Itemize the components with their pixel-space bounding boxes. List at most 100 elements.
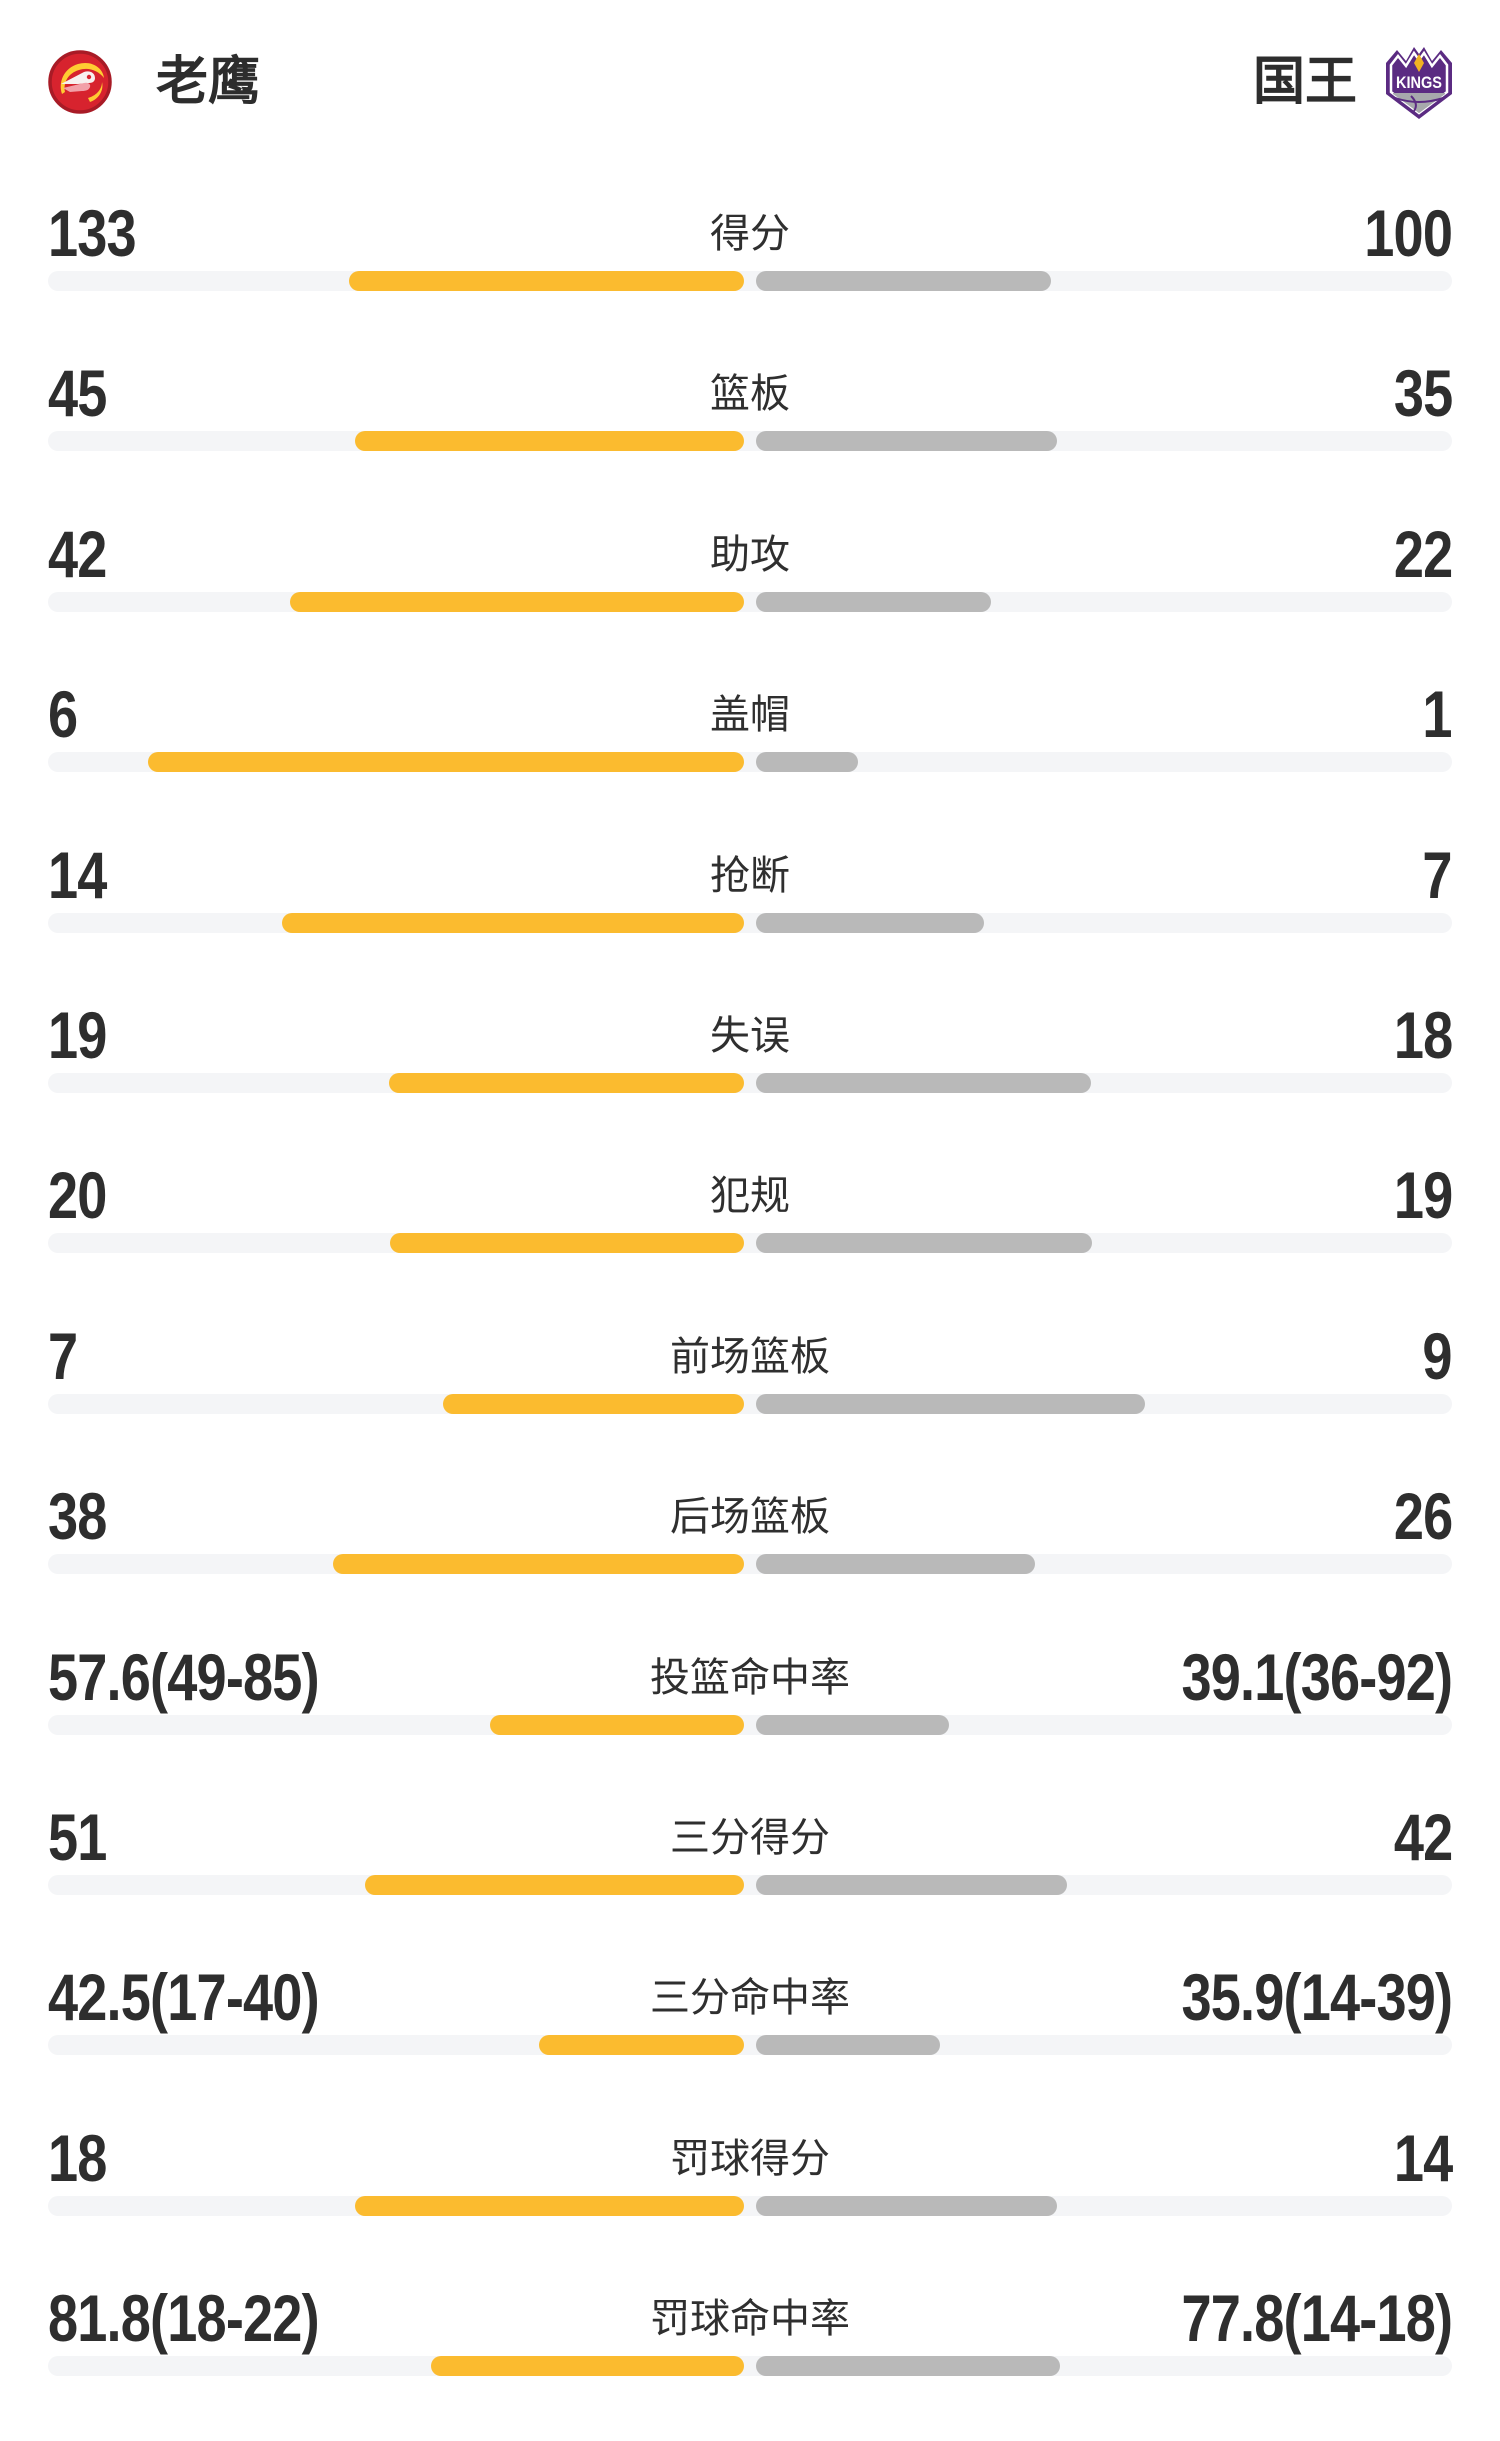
away-stat-bar [756,1714,949,1735]
stat-bar-track [48,2035,1452,2056]
home-stat-bar [389,1233,744,1254]
away-stat-bar [756,1393,1146,1414]
stat-label: 得分 [710,212,790,256]
home-stat-bar [148,752,744,773]
away-stat-bar [756,1072,1092,1093]
stat-row: 20 19 犯规 [0,1158,1500,1318]
away-stat-value: 19 [1393,1158,1452,1233]
stat-label: 罚球得分 [670,2136,830,2181]
stat-row: 18 14 罚球得分 [0,2121,1500,2281]
home-stat-value: 7 [48,1318,78,1393]
stat-bar-track [48,912,1452,933]
stat-row: 19 18 失误 [0,998,1500,1158]
away-stat-bar [756,1874,1068,1895]
away-stat-bar [756,1554,1035,1575]
home-stat-bar [365,1874,744,1895]
away-stat-bar [756,1233,1092,1254]
stat-label: 助攻 [710,532,790,577]
stat-bar-track [48,1393,1452,1414]
kings-logo-icon: KINGS [1386,47,1452,119]
stat-bar-track [48,2195,1452,2216]
stat-row: 45 35 篮板 [0,356,1500,516]
stat-label: 罚球命中率 [650,2297,850,2342]
away-stat-value: 1 [1422,677,1453,752]
away-stat-value: 9 [1422,1318,1453,1393]
away-stat-value: 18 [1393,997,1452,1072]
stat-bar-track [48,1072,1452,1093]
stat-row: 14 7 抢断 [0,838,1500,998]
svg-text:KINGS: KINGS [1396,73,1442,92]
away-stat-bar [756,2356,1061,2377]
stat-row: 42 22 助攻 [0,517,1500,677]
away-stat-bar [756,2035,941,2056]
away-stat-value: 35 [1393,356,1452,431]
away-stat-bar [756,912,984,933]
home-stat-value: 51 [48,1799,107,1874]
stat-label: 前场篮板 [670,1334,830,1379]
away-stat-bar [756,431,1058,452]
stat-label: 三分命中率 [650,1976,850,2021]
home-stat-bar [431,2356,744,2377]
home-team-name: 老鹰 [156,53,261,111]
stat-label: 失误 [710,1013,790,1058]
stat-bar-track [48,1714,1452,1735]
stat-row: 51 42 三分得分 [0,1800,1500,1960]
away-stat-value: 14 [1393,2120,1452,2195]
home-stat-value: 20 [48,1158,107,1233]
away-stat-value: 22 [1393,516,1452,591]
stat-row: 57.6(49-85) 39.1(36-92) 投篮命中率 [0,1640,1500,1800]
home-stat-value: 14 [48,837,107,912]
home-team[interactable]: 老鹰 [48,42,260,122]
stat-label: 盖帽 [710,693,790,738]
home-stat-bar [442,1393,744,1414]
match-stats-header: 老鹰 KINGS 国王 [0,0,1500,196]
away-stat-bar [756,591,992,612]
stat-row: 133 100 得分 [0,196,1500,356]
stat-bar-track [48,2356,1452,2377]
home-stat-bar [490,1714,744,1735]
away-stat-bar [756,2195,1058,2216]
stat-label: 抢断 [710,853,790,898]
stat-bar-track [48,1874,1452,1895]
away-stat-value: 100 [1364,196,1453,270]
stat-bar-track [48,752,1452,773]
stat-label: 三分得分 [670,1815,830,1860]
stat-row: 38 26 后场篮板 [0,1479,1500,1639]
team-stats-comparison: 133 100 得分 45 35 篮板 42 22 助攻 [0,196,1500,2441]
stat-bar-track [48,1233,1452,1254]
away-team-name: 国王 [1252,53,1357,111]
home-stat-value: 18 [48,2120,107,2195]
stat-label: 后场篮板 [670,1495,830,1540]
stat-bar-track [48,271,1452,291]
home-stat-value: 42 [48,516,107,591]
stat-label: 篮板 [710,372,790,417]
home-stat-bar [333,1554,744,1575]
away-stat-bar [756,271,1052,291]
home-stat-value: 42.5(17-40) [48,1960,320,2035]
stat-bar-track [48,431,1452,452]
home-stat-value: 133 [48,196,137,270]
home-stat-value: 57.6(49-85) [48,1639,320,1714]
stat-row: 7 9 前场篮板 [0,1319,1500,1479]
stat-row: 6 1 盖帽 [0,677,1500,837]
stat-bar-track [48,591,1452,612]
home-stat-bar [389,1072,744,1093]
away-stat-value: 7 [1422,837,1453,912]
away-stat-value: 42 [1393,1799,1452,1874]
home-stat-value: 81.8(18-22) [48,2281,320,2356]
away-stat-value: 35.9(14-39) [1181,1960,1453,2035]
away-stat-value: 77.8(14-18) [1181,2281,1453,2356]
stat-label: 犯规 [710,1174,790,1219]
home-stat-value: 19 [48,997,107,1072]
home-stat-bar [354,2195,744,2216]
stat-row: 81.8(18-22) 77.8(14-18) 罚球命中率 [0,2281,1500,2441]
stat-bar-track [48,1554,1452,1575]
hawks-logo-icon [48,50,112,114]
stat-label: 投篮命中率 [650,1655,850,1700]
away-team[interactable]: KINGS 国王 [1253,42,1457,122]
away-stat-bar [756,752,859,773]
home-stat-bar [354,431,744,452]
home-stat-value: 38 [48,1479,107,1554]
home-stat-bar [289,591,744,612]
home-stat-value: 6 [48,677,78,752]
